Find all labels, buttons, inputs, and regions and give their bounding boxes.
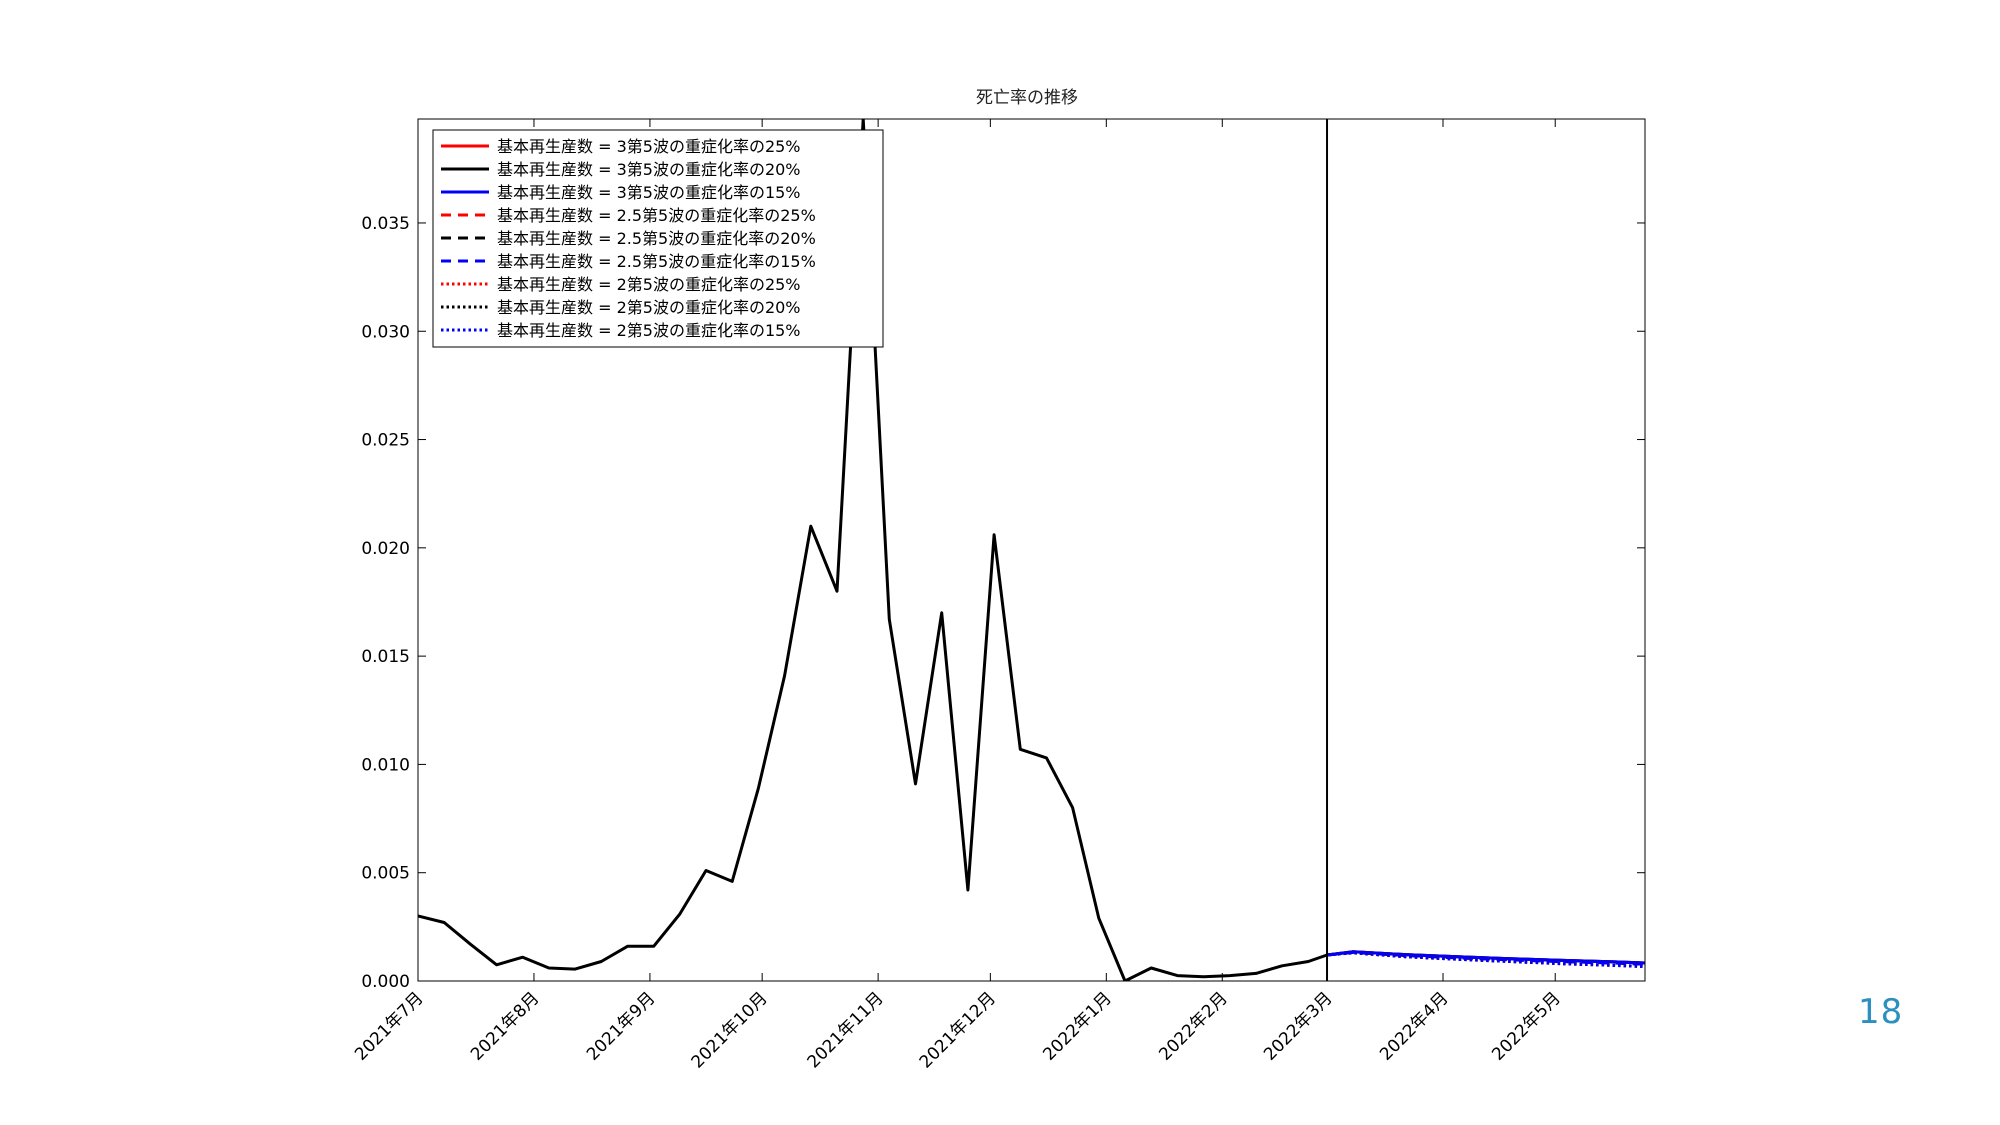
series-group — [418, 119, 1645, 981]
x-tick-label: 2021年11月 — [804, 988, 888, 1072]
x-tick-label: 2021年8月 — [467, 988, 543, 1064]
x-tick-label: 2021年12月 — [916, 988, 1000, 1072]
x-tick-label: 2021年10月 — [688, 988, 772, 1072]
y-tick-label: 0.005 — [361, 864, 410, 884]
x-tick-label: 2022年4月 — [1376, 988, 1452, 1064]
page-number: 18 — [1858, 992, 1904, 1032]
y-tick-label: 0.025 — [361, 431, 410, 451]
y-tick-label: 0.030 — [361, 322, 410, 342]
x-tick-label: 2021年9月 — [583, 988, 659, 1064]
y-tick-label: 0.000 — [361, 972, 410, 992]
axes-box — [417, 118, 1646, 982]
series-line-9 — [1326, 951, 1645, 968]
y-tick-label: 0.035 — [361, 214, 410, 234]
y-tick-label: 0.020 — [361, 539, 410, 559]
y-tick-label: 0.010 — [361, 755, 410, 775]
legend-label: 基本再生産数 = 2第5波の重症化率の25% — [497, 275, 801, 294]
legend-label: 基本再生産数 = 2第5波の重症化率の15% — [497, 321, 801, 340]
x-tick-label: 2022年5月 — [1488, 988, 1564, 1064]
y-tick-label: 0.015 — [361, 647, 410, 667]
legend-label: 基本再生産数 = 2.5第5波の重症化率の25% — [497, 206, 816, 225]
legend-label: 基本再生産数 = 3第5波の重症化率の25% — [497, 137, 801, 156]
plot-area — [418, 119, 1645, 981]
legend-label: 基本再生産数 = 3第5波の重症化率の20% — [497, 160, 801, 179]
x-tick-label: 2021年7月 — [351, 988, 427, 1064]
x-tick-label: 2022年2月 — [1155, 988, 1231, 1064]
legend: 基本再生産数 = 3第5波の重症化率の25% 基本再生産数 = 3第5波の重症化率… — [432, 129, 884, 348]
x-tick-label: 2022年1月 — [1039, 988, 1115, 1064]
legend-label: 基本再生産数 = 3第5波の重症化率の15% — [497, 183, 801, 202]
chart-title: 死亡率の推移 — [976, 88, 1078, 108]
legend-label: 基本再生産数 = 2.5第5波の重症化率の15% — [497, 252, 816, 271]
observed-line — [418, 119, 1328, 981]
legend-box — [432, 129, 884, 348]
x-tick-label: 2022年3月 — [1260, 988, 1336, 1064]
legend-label: 基本再生産数 = 2第5波の重症化率の20% — [497, 298, 801, 317]
legend-label: 基本再生産数 = 2.5第5波の重症化率の20% — [497, 229, 816, 248]
